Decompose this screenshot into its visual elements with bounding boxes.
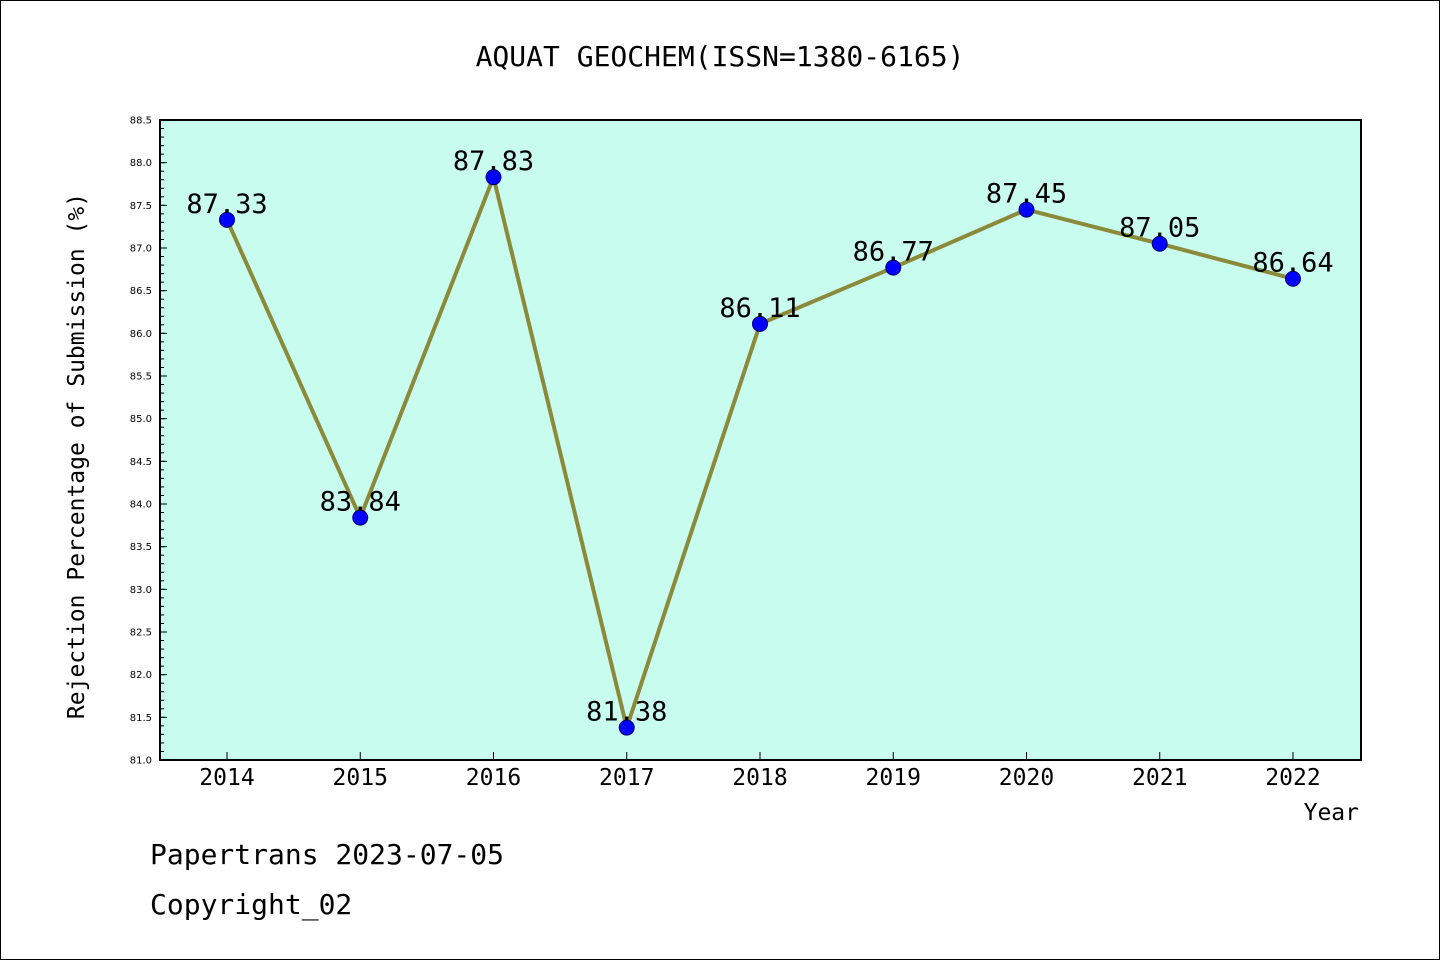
y-tick-label: 87.0 <box>130 244 152 255</box>
x-tick-label: 2019 <box>866 765 921 791</box>
x-tick-label: 2014 <box>199 765 254 791</box>
x-tick-label: 2016 <box>466 765 521 791</box>
data-point <box>1285 270 1301 287</box>
data-point <box>219 211 235 228</box>
x-tick-label: 2021 <box>1132 765 1187 791</box>
y-tick-label: 83.0 <box>130 585 152 596</box>
y-axis-ticks: 81.0 81.5 82.0 82.5 83.0 83.5 84.0 84.5 85.0 85.5… <box>130 116 167 767</box>
data-label: 87.45 <box>986 179 1067 210</box>
data-label: 86.64 <box>1252 248 1333 279</box>
data-label: 87.33 <box>186 189 267 220</box>
y-tick-label: 85.5 <box>130 372 152 383</box>
y-tick-label: 86.5 <box>130 286 152 297</box>
y-tick-label: 84.5 <box>130 457 152 468</box>
y-tick-label: 87.5 <box>130 201 152 212</box>
data-point <box>352 509 369 526</box>
y-tick-label: 81.5 <box>130 713 152 724</box>
y-tick-label: 84.0 <box>130 500 152 511</box>
footer-copyright-text: Copyright_02 <box>150 888 352 922</box>
data-point <box>752 315 768 332</box>
data-label: 87.05 <box>1119 213 1200 244</box>
y-tick-label: 82.5 <box>130 628 152 639</box>
y-tick-label: 88.0 <box>130 158 152 169</box>
y-tick-label: 81.0 <box>130 756 152 767</box>
data-label: 83.84 <box>320 487 401 518</box>
data-point <box>1018 201 1035 218</box>
data-label: 87.83 <box>453 146 534 177</box>
x-tick-label: 2020 <box>999 765 1054 791</box>
x-axis-ticks: 2014 2015 2016 2017 2018 2019 2020 2021 2022 <box>199 752 1321 791</box>
footer-date-text: Papertrans 2023-07-05 <box>150 838 504 871</box>
x-tick-label: 2015 <box>333 765 388 791</box>
data-point <box>885 259 902 276</box>
x-tick-label: 2022 <box>1265 765 1320 791</box>
y-tick-label: 85.0 <box>130 414 152 425</box>
x-tick-label: 2017 <box>599 765 654 791</box>
y-tick-label: 83.5 <box>130 542 152 553</box>
y-tick-label: 86.0 <box>130 329 152 340</box>
data-point <box>618 719 635 736</box>
x-tick-label: 2018 <box>732 765 787 791</box>
data-point <box>1151 235 1168 252</box>
data-label: 86.11 <box>719 293 800 324</box>
plot-area <box>159 119 1362 761</box>
data-label: 81.38 <box>586 697 667 728</box>
chart-title: AQUAT GEOCHEM(ISSN=1380-6165) <box>476 40 965 73</box>
data-label: 86.77 <box>853 237 934 268</box>
y-axis-title: Rejection Percentage of Submission (%) <box>64 193 90 719</box>
series-line-group <box>219 169 1301 736</box>
data-point <box>485 169 502 186</box>
y-tick-label: 88.5 <box>130 116 152 127</box>
y-tick-label: 82.0 <box>130 670 152 681</box>
data-labels: 87.33 83.84 87.83 81.38 86.11 86.77 87.45 87.05… <box>186 146 1333 727</box>
x-axis-title: Year <box>1304 800 1359 826</box>
